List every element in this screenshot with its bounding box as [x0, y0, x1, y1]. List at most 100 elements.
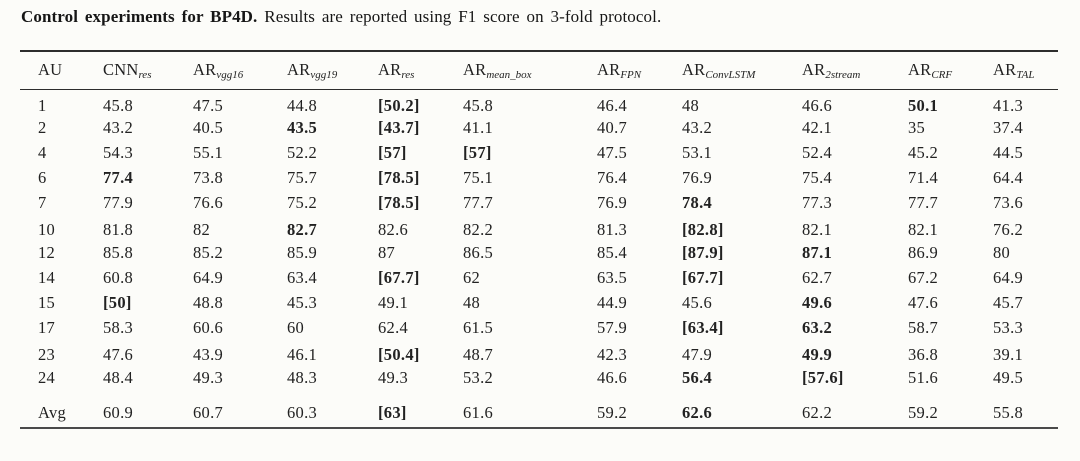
au-cell: 17 [38, 318, 56, 337]
value-cell: 48.4 [103, 368, 134, 387]
value-cell: 47.5 [193, 95, 224, 115]
table-body: 1 45.8 47.5 44.8 [50.2] 45.8 46.4 48 46.6 50.1 41.… [20, 89, 1058, 428]
value-cell: [67.7] [378, 268, 420, 287]
header-label: AU [38, 60, 63, 80]
header-row: AU CNNres ARvgg16 ARvgg19 ARres ARmean_box ARF… [20, 51, 1058, 89]
header-subscript: res [401, 69, 415, 82]
value-cell: [57] [463, 143, 492, 162]
value-cell: 59.2 [597, 402, 628, 422]
value-cell: [82.8] [682, 220, 724, 239]
value-cell: 82.2 [463, 220, 494, 239]
value-cell: 53.1 [682, 143, 713, 162]
value-cell: 39.1 [993, 345, 1024, 364]
value-cell: 44.8 [287, 95, 318, 115]
value-cell: 87.1 [802, 243, 833, 262]
value-cell: 76.4 [597, 168, 628, 187]
table-row-au-4: 4 54.3 55.1 52.2 [57] [57] 47.5 53.1 52.4 45.2 44.… [20, 141, 1058, 166]
header-label: AR [287, 60, 311, 80]
value-cell: 46.6 [802, 95, 833, 115]
value-cell: 71.4 [908, 168, 939, 187]
value-cell: 75.4 [802, 168, 833, 187]
value-cell: 58.7 [908, 318, 939, 337]
value-cell: 60 [287, 318, 305, 337]
value-cell: 76.9 [597, 193, 628, 212]
value-cell: 48.8 [193, 293, 224, 312]
au-cell: 24 [38, 368, 56, 387]
value-cell: 43.9 [193, 345, 224, 364]
au-cell: 23 [38, 345, 56, 364]
value-cell: 44.5 [993, 143, 1024, 162]
value-cell: [50.2] [378, 95, 420, 115]
value-cell: 47.5 [597, 143, 628, 162]
header-label: AR [193, 60, 217, 80]
au-cell: 4 [38, 143, 47, 162]
value-cell: 62.7 [802, 268, 833, 287]
col-header-ar-res: ARres [378, 51, 463, 89]
value-cell: 77.7 [463, 193, 494, 212]
value-cell: 85.2 [193, 243, 224, 262]
au-cell: 2 [38, 118, 47, 137]
value-cell: 42.1 [802, 118, 833, 137]
value-cell: 87 [378, 243, 396, 262]
value-cell: 36.8 [908, 345, 939, 364]
header-label: AR [597, 60, 621, 80]
value-cell: 62.4 [378, 318, 409, 337]
value-cell: 45.6 [682, 293, 713, 312]
header-label: AR [378, 60, 402, 80]
value-cell: 82.7 [287, 220, 318, 239]
value-cell: 49.9 [802, 345, 833, 364]
header-subscript: vgg19 [310, 69, 338, 82]
value-cell: 85.9 [287, 243, 318, 262]
value-cell: 60.3 [287, 402, 318, 422]
value-cell: 45.8 [103, 95, 134, 115]
value-cell: 75.1 [463, 168, 494, 187]
value-cell: 64.9 [993, 268, 1024, 287]
header-label: AR [908, 60, 932, 80]
value-cell: 62 [463, 268, 481, 287]
table-row-au-10: 10 81.8 82 82.7 82.6 82.2 81.3 [82.8] 82.1 82.1 76… [20, 216, 1058, 241]
value-cell: 47.9 [682, 345, 713, 364]
value-cell: 60.8 [103, 268, 134, 287]
value-cell: 45.7 [993, 293, 1024, 312]
value-cell: 82.6 [378, 220, 409, 239]
value-cell: 77.9 [103, 193, 134, 212]
header-subscript: ConvLSTM [705, 69, 756, 82]
value-cell: 75.2 [287, 193, 318, 212]
value-cell: 46.6 [597, 368, 628, 387]
table-row-au-12: 12 85.8 85.2 85.9 87 86.5 85.4 [87.9] 87.1 86.9 80 [20, 241, 1058, 266]
value-cell: 76.6 [193, 193, 224, 212]
table-row-au-7: 7 77.9 76.6 75.2 [78.5] 77.7 76.9 78.4 77.3 77.7 7… [20, 191, 1058, 216]
value-cell: 82 [193, 220, 211, 239]
au-cell: 12 [38, 243, 56, 262]
table-row-au-24: 24 48.4 49.3 48.3 49.3 53.2 46.6 56.4 [57.6] 51.6… [20, 366, 1058, 391]
value-cell: 49.5 [993, 368, 1024, 387]
value-cell: 41.3 [993, 95, 1024, 115]
value-cell: 61.5 [463, 318, 494, 337]
col-header-ar-tal: ARTAL [993, 51, 1058, 89]
table-row-au-1: 1 45.8 47.5 44.8 [50.2] 45.8 46.4 48 46.6 50.1 41.… [20, 89, 1058, 116]
value-cell: 47.6 [103, 345, 134, 364]
header-subscript: 2stream [825, 69, 861, 82]
value-cell: 52.4 [802, 143, 833, 162]
header-label: AR [802, 60, 826, 80]
value-cell: 82.1 [908, 220, 939, 239]
value-cell: 67.2 [908, 268, 939, 287]
value-cell: 82.1 [802, 220, 833, 239]
col-header-ar-vgg16: ARvgg16 [193, 51, 287, 89]
value-cell: 49.6 [802, 293, 833, 312]
col-header-ar-convlstm: ARConvLSTM [682, 51, 802, 89]
header-subscript: res [138, 69, 152, 82]
col-header-ar-2stream: AR2stream [802, 51, 908, 89]
table-row-au-17: 17 58.3 60.6 60 62.4 61.5 57.9 [63.4] 63.2 58.7 53… [20, 316, 1058, 341]
au-cell: 14 [38, 268, 56, 287]
value-cell: 48.3 [287, 368, 318, 387]
value-cell: [78.5] [378, 193, 420, 212]
value-cell: 43.2 [103, 118, 134, 137]
header-label: CNN [103, 60, 139, 80]
value-cell: 42.3 [597, 345, 628, 364]
value-cell: 46.4 [597, 95, 628, 115]
value-cell: [50.4] [378, 345, 420, 364]
value-cell: 81.8 [103, 220, 134, 239]
table-header: AU CNNres ARvgg16 ARvgg19 ARres ARmean_box ARF… [20, 51, 1058, 89]
